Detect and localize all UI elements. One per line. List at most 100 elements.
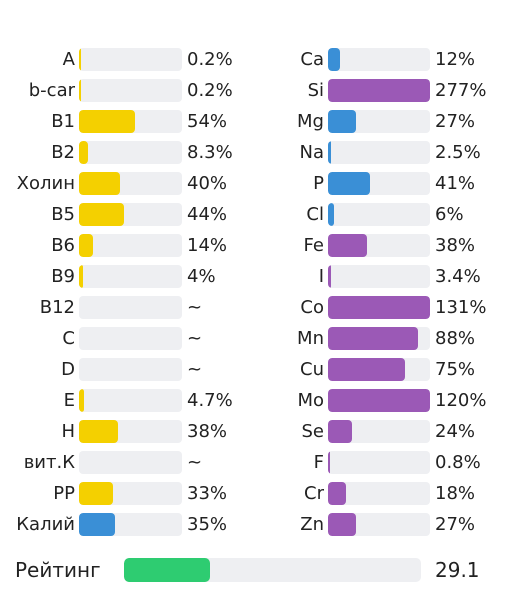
nutrient-value: 3.4% [435, 266, 481, 287]
nutrient-value: 0.2% [187, 80, 233, 101]
nutrient-value: 0.8% [435, 452, 481, 473]
nutrient-label: Cu [300, 359, 324, 380]
nutrient-value: 4.7% [187, 390, 233, 411]
nutrient-bar-fill [79, 482, 113, 505]
nutrient-bar-fill [328, 327, 418, 350]
nutrient-bar-track [328, 358, 430, 381]
nutrient-label: C [62, 328, 75, 349]
nutrient-value: 35% [187, 514, 228, 535]
nutrient-bar-fill [328, 389, 430, 412]
nutrient-bar-fill [79, 79, 81, 102]
nutrient-bar-fill [79, 389, 84, 412]
nutrient-label: Mn [297, 328, 324, 349]
nutrient-bar-fill [79, 420, 119, 443]
nutrient-bar-fill [328, 420, 353, 443]
nutrient-value: ~ [187, 297, 203, 318]
nutrient-label: PP [53, 483, 75, 504]
nutrient-label: Na [299, 142, 325, 163]
nutrient-label: B6 [51, 235, 75, 256]
nutrient-value: 27% [435, 111, 476, 132]
rating-label: Рейтинг [15, 558, 101, 582]
nutrient-bar-fill [328, 482, 347, 505]
nutrient-label: Si [307, 80, 324, 101]
nutrient-bar-track [328, 327, 430, 350]
nutrient-label: Ca [300, 49, 324, 70]
nutrient-bar-fill [328, 79, 430, 102]
nutrient-bar-track [328, 141, 430, 164]
nutrient-bar-fill [328, 513, 356, 536]
rating-bar-fill [124, 558, 211, 582]
nutrient-bar-fill [79, 141, 88, 164]
nutrient-value: 12% [435, 49, 476, 70]
nutrient-bar-track [79, 451, 182, 474]
nutrient-bar-track [328, 79, 430, 102]
nutrient-bar-track [79, 265, 182, 288]
nutrient-value: 75% [435, 359, 476, 380]
nutrient-bar-track [328, 110, 430, 133]
rating-bar-track [124, 558, 421, 582]
nutrient-bar-fill [79, 513, 116, 536]
nutrient-value: 24% [435, 421, 476, 442]
nutrient-label: Fe [303, 235, 324, 256]
nutrient-value: 6% [435, 204, 464, 225]
nutrient-value: 131% [435, 297, 487, 318]
nutrient-label: Cr [304, 483, 324, 504]
nutrient-label: D [61, 359, 75, 380]
nutrient-label: Se [301, 421, 325, 442]
nutrient-value: ~ [187, 359, 203, 380]
nutrient-bar-fill [79, 48, 81, 71]
nutrient-bar-track [79, 296, 182, 319]
nutrient-bar-fill [328, 141, 331, 164]
nutrient-bar-fill [79, 110, 135, 133]
nutrient-bar-track [79, 420, 182, 443]
nutrient-value: 4% [187, 266, 216, 287]
nutrient-bar-track [79, 513, 182, 536]
nutrient-label: P [313, 173, 324, 194]
nutrient-value: ~ [187, 452, 203, 473]
nutrient-label: B1 [51, 111, 75, 132]
nutrient-bar-track [79, 327, 182, 350]
nutrient-bar-fill [328, 110, 356, 133]
nutrient-bar-fill [328, 358, 405, 381]
nutrient-bar-track [79, 482, 182, 505]
nutrient-label: Zn [300, 514, 324, 535]
nutrient-bar-track [328, 451, 430, 474]
nutrient-bar-fill [328, 265, 332, 288]
nutrient-label: B9 [51, 266, 75, 287]
nutrient-label: B5 [51, 204, 75, 225]
nutrient-value: 88% [435, 328, 476, 349]
rating-value: 29.1 [435, 558, 480, 582]
nutrient-bar-fill [328, 48, 341, 71]
nutrient-value: 38% [435, 235, 476, 256]
nutrient-value: 40% [187, 173, 228, 194]
nutrient-bar-track [328, 296, 430, 319]
nutrient-label: E [63, 390, 75, 411]
nutrient-value: 41% [435, 173, 476, 194]
nutrient-value: 44% [187, 204, 228, 225]
nutrient-bar-track [328, 172, 430, 195]
nutrient-value: 27% [435, 514, 476, 535]
nutrient-value: 33% [187, 483, 228, 504]
nutrient-bar-fill [79, 234, 94, 257]
nutrient-label: B12 [39, 297, 75, 318]
nutrient-label: Калий [16, 514, 75, 535]
nutrient-bar-track [79, 389, 182, 412]
nutrient-bar-track [79, 79, 182, 102]
nutrient-label: B2 [51, 142, 75, 163]
nutrient-bar-track [79, 358, 182, 381]
nutrient-label: H [61, 421, 75, 442]
nutrient-bar-track [328, 48, 430, 71]
nutrient-bar-fill [328, 234, 367, 257]
nutrient-label: Mg [297, 111, 324, 132]
nutrient-label: Co [300, 297, 324, 318]
nutrient-value: 18% [435, 483, 476, 504]
nutrient-bar-fill [328, 203, 335, 226]
nutrient-label: Mo [297, 390, 324, 411]
nutrient-label: Cl [306, 204, 324, 225]
nutrient-label: A [62, 49, 75, 70]
nutrient-bar-track [328, 482, 430, 505]
nutrient-value: 8.3% [187, 142, 233, 163]
nutrient-value: 120% [435, 390, 487, 411]
nutrient-bar-track [328, 203, 430, 226]
nutrient-bar-fill [328, 451, 330, 474]
